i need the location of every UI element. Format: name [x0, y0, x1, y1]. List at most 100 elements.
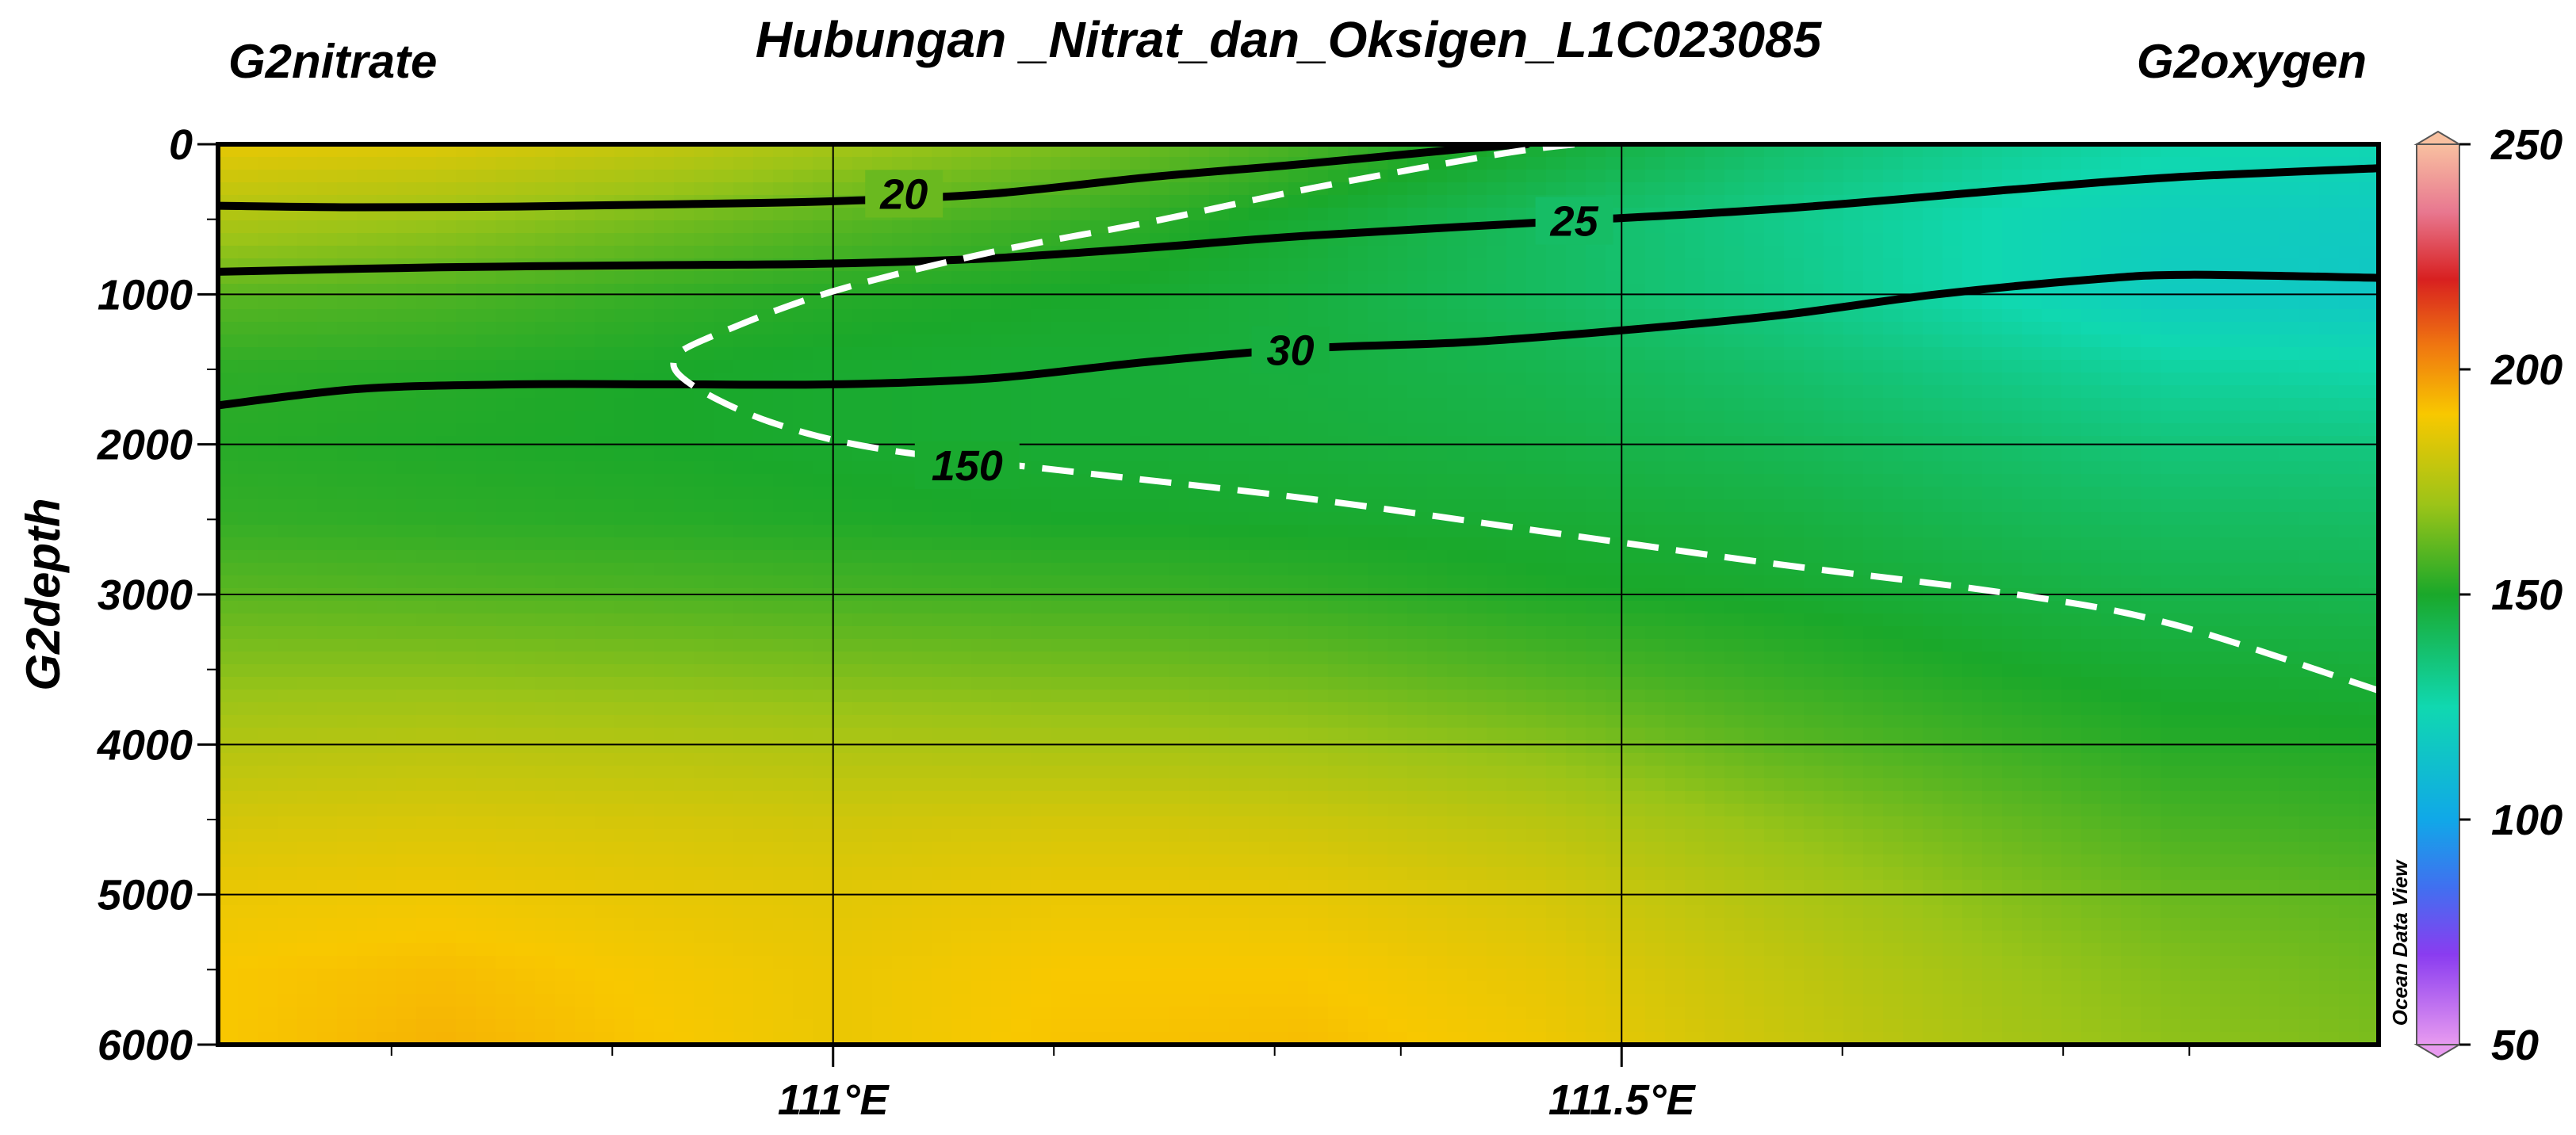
field-cell [1784, 690, 1805, 703]
field-cell [2002, 398, 2023, 411]
field-cell [1070, 499, 1091, 513]
field-cell [1110, 652, 1131, 665]
field-cell [238, 702, 258, 716]
field-cell [951, 664, 972, 678]
field-cell [1645, 626, 1666, 640]
field-cell [1447, 373, 1468, 386]
field-cell [1130, 334, 1150, 348]
field-cell [1348, 461, 1368, 475]
field-cell [654, 550, 675, 564]
field-cell [1705, 626, 1725, 640]
field-cell [1130, 398, 1150, 411]
field-cell [1070, 334, 1091, 348]
field-cell [476, 296, 496, 310]
field-cell [278, 170, 298, 183]
field-cell [1189, 677, 1210, 690]
field-cell [1606, 271, 1626, 285]
field-cell [833, 715, 853, 728]
field-cell [1229, 537, 1250, 551]
field-cell [1764, 296, 1785, 310]
field-cell [1308, 284, 1329, 297]
field-cell [2200, 284, 2221, 297]
field-cell [1606, 563, 1626, 576]
field-cell [2200, 525, 2221, 538]
field-cell [1368, 537, 1388, 551]
field-cell [872, 563, 893, 576]
field-cell [1229, 639, 1250, 652]
field-cell [2161, 537, 2181, 551]
field-cell [1487, 702, 1507, 716]
field-cell [1764, 411, 1785, 424]
field-cell [2260, 626, 2280, 640]
field-cell [2081, 157, 2102, 170]
field-cell [872, 664, 893, 678]
field-cell [1110, 334, 1131, 348]
field-cell [1586, 474, 1606, 487]
field-cell [614, 170, 635, 183]
field-cell [1943, 208, 1963, 221]
field-cell [1982, 702, 2003, 716]
field-cell [872, 347, 893, 361]
field-cell [872, 487, 893, 500]
field-cell [1625, 385, 1646, 399]
field-cell [2279, 347, 2300, 361]
field-cell [1407, 550, 1428, 564]
field-cell [377, 373, 397, 386]
field-cell [1665, 157, 1686, 170]
field-cell [1764, 284, 1785, 297]
field-cell [1229, 373, 1250, 386]
field-cell [1090, 512, 1111, 525]
field-cell [694, 525, 714, 538]
field-cell [2081, 613, 2102, 627]
field-cell [1427, 550, 1448, 564]
field-cell [1705, 233, 1725, 246]
field-cell [773, 398, 794, 411]
field-cell [1388, 411, 1408, 424]
field-cell [2121, 664, 2142, 678]
field-cell [654, 170, 675, 183]
field-cell [1269, 664, 1289, 678]
field-cell [1209, 575, 1230, 589]
field-cell [1943, 436, 1963, 449]
field-cell [793, 208, 813, 221]
field-cell [773, 677, 794, 690]
field-cell [1249, 690, 1269, 703]
field-cell [773, 512, 794, 525]
field-cell [1883, 677, 1904, 690]
field-cell [773, 525, 794, 538]
field-cell [1249, 715, 1269, 728]
field-cell [317, 398, 338, 411]
field-cell [1487, 373, 1507, 386]
field-cell [2061, 499, 2082, 513]
field-cell [2279, 626, 2300, 640]
field-cell [1348, 474, 1368, 487]
field-cell [813, 233, 833, 246]
field-cell [971, 652, 992, 665]
field-cell [1546, 347, 1567, 361]
field-cell [555, 398, 576, 411]
field-cell [2319, 423, 2340, 437]
field-cell [396, 284, 417, 297]
field-cell [1150, 182, 1170, 196]
field-cell [1546, 423, 1567, 437]
field-cell [1407, 499, 1428, 513]
field-cell [476, 537, 496, 551]
field-cell [1724, 563, 1745, 576]
field-cell [595, 411, 615, 424]
field-cell [951, 398, 972, 411]
field-cell [813, 474, 833, 487]
field-cell [2141, 411, 2161, 424]
field-cell [1665, 233, 1686, 246]
field-cell [377, 423, 397, 437]
field-cell [357, 690, 377, 703]
field-cell [1943, 664, 1963, 678]
field-cell [1328, 474, 1349, 487]
field-cell [951, 157, 972, 170]
field-cell [2220, 601, 2241, 614]
field-cell [1031, 309, 1051, 323]
field-cell [1189, 360, 1210, 373]
field-cell [317, 613, 338, 627]
field-cell [1169, 258, 1190, 272]
field-cell [2339, 385, 2360, 399]
field-cell [733, 144, 754, 158]
